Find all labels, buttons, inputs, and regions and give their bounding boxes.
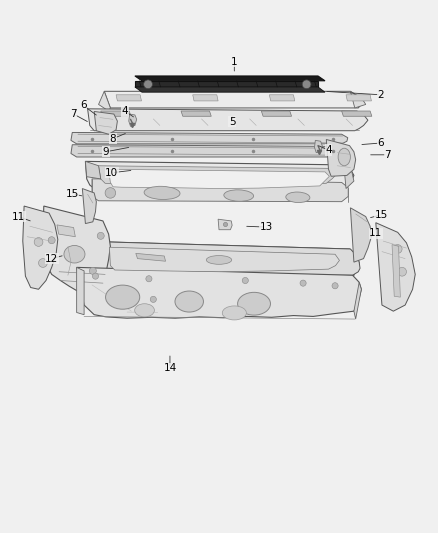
Polygon shape [99, 166, 337, 185]
Circle shape [144, 80, 152, 88]
Polygon shape [314, 140, 322, 152]
Text: 6: 6 [378, 138, 385, 148]
Polygon shape [77, 268, 361, 318]
Polygon shape [392, 245, 400, 297]
Polygon shape [109, 169, 329, 189]
Circle shape [300, 280, 306, 286]
Polygon shape [269, 95, 295, 101]
Text: 1: 1 [231, 56, 238, 67]
Text: 11: 11 [12, 212, 25, 222]
Ellipse shape [223, 306, 246, 320]
Ellipse shape [175, 291, 203, 312]
Text: 11: 11 [369, 228, 382, 238]
Ellipse shape [338, 148, 350, 166]
Polygon shape [342, 111, 372, 116]
Polygon shape [354, 282, 361, 319]
Circle shape [146, 276, 152, 282]
Circle shape [48, 237, 55, 244]
Polygon shape [43, 206, 110, 290]
Ellipse shape [224, 190, 254, 201]
Ellipse shape [206, 255, 232, 264]
Polygon shape [101, 111, 131, 116]
Circle shape [92, 273, 99, 279]
Text: 7: 7 [384, 150, 391, 160]
Text: 4: 4 [325, 145, 332, 155]
Text: 8: 8 [110, 134, 117, 143]
Text: 15: 15 [66, 189, 79, 199]
Polygon shape [94, 111, 117, 134]
Polygon shape [135, 81, 318, 87]
Polygon shape [218, 219, 232, 230]
Circle shape [39, 259, 47, 268]
Polygon shape [129, 114, 137, 126]
Polygon shape [85, 161, 101, 179]
Polygon shape [181, 111, 211, 116]
Polygon shape [88, 109, 368, 131]
Circle shape [302, 80, 311, 88]
Text: 4: 4 [121, 106, 128, 116]
Polygon shape [82, 189, 96, 223]
Text: 7: 7 [70, 109, 77, 119]
Circle shape [105, 188, 116, 198]
Ellipse shape [144, 187, 180, 199]
Polygon shape [350, 91, 366, 108]
Polygon shape [71, 145, 352, 157]
Polygon shape [136, 253, 166, 261]
Polygon shape [376, 223, 415, 311]
Polygon shape [77, 268, 84, 314]
Circle shape [393, 245, 402, 253]
Polygon shape [78, 241, 360, 275]
Circle shape [242, 278, 248, 284]
Polygon shape [71, 133, 348, 144]
Polygon shape [104, 91, 364, 108]
Text: 6: 6 [80, 100, 87, 110]
Text: 14: 14 [163, 363, 177, 373]
Polygon shape [346, 95, 371, 101]
Polygon shape [116, 95, 141, 101]
Polygon shape [85, 161, 354, 189]
Polygon shape [193, 95, 218, 101]
Polygon shape [99, 91, 110, 111]
Circle shape [332, 282, 338, 289]
Polygon shape [261, 111, 292, 116]
Text: 12: 12 [45, 254, 58, 264]
Circle shape [398, 268, 406, 276]
Text: 9: 9 [102, 147, 110, 157]
Polygon shape [135, 87, 325, 92]
Ellipse shape [286, 192, 310, 203]
Circle shape [89, 268, 96, 274]
Polygon shape [92, 179, 348, 201]
Ellipse shape [135, 304, 154, 317]
Polygon shape [23, 206, 58, 289]
Polygon shape [326, 140, 356, 176]
Polygon shape [135, 76, 325, 81]
Polygon shape [77, 241, 359, 280]
Circle shape [97, 232, 104, 239]
Polygon shape [350, 208, 371, 262]
Circle shape [34, 238, 43, 246]
Text: 5: 5 [229, 117, 236, 127]
Circle shape [150, 296, 156, 302]
Polygon shape [57, 225, 75, 237]
Text: 2: 2 [378, 90, 385, 100]
Ellipse shape [106, 285, 140, 309]
Polygon shape [110, 247, 339, 272]
Ellipse shape [237, 292, 270, 315]
Polygon shape [344, 165, 354, 189]
Text: 13: 13 [260, 222, 273, 232]
Text: 15: 15 [374, 210, 388, 220]
Ellipse shape [64, 246, 85, 263]
Text: 10: 10 [105, 168, 118, 178]
